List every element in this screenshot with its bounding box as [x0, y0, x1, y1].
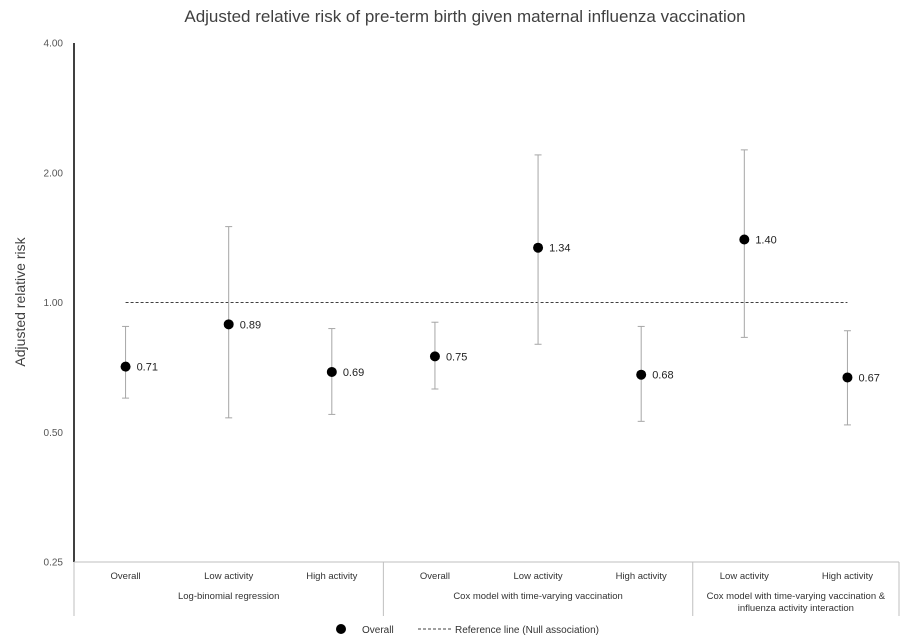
- y-tick-label: 4.00: [44, 39, 64, 50]
- plot-area: 0.25 0.50 1.00 2.00 4.00 Log-binomial regress…: [44, 39, 900, 616]
- data-point: [429, 351, 440, 362]
- y-axis-label: Adjusted relative risk: [12, 236, 28, 366]
- legend-label-reference: Reference line (Null association): [455, 625, 599, 636]
- data-label: 0.71: [137, 362, 158, 374]
- x-tick-label: High activity: [822, 571, 873, 582]
- data-label: 0.89: [240, 319, 261, 331]
- data-label: 0.67: [858, 372, 879, 384]
- x-tick-label: Overall: [420, 571, 450, 582]
- data-point: [533, 242, 544, 253]
- x-tick-label: Low activity: [514, 571, 563, 582]
- group-label: Cox model with time-varying vaccination …: [707, 591, 886, 602]
- x-tick-label: Overall: [111, 571, 141, 582]
- y-tick-label: 1.00: [44, 298, 64, 309]
- data-point: [120, 361, 131, 372]
- x-tick-label: High activity: [616, 571, 667, 582]
- data-label: 0.75: [446, 351, 467, 363]
- data-label: 1.34: [549, 243, 570, 255]
- legend-label-overall: Overall: [362, 625, 394, 636]
- data-label: 1.40: [755, 235, 776, 247]
- y-tick-label: 0.25: [44, 558, 64, 569]
- data-label: 0.69: [343, 367, 364, 379]
- data-point: [636, 369, 647, 380]
- data-point: [223, 319, 234, 330]
- legend-marker-overall: [336, 624, 346, 634]
- y-tick-label: 0.50: [44, 428, 64, 439]
- data-label: 0.68: [652, 370, 673, 382]
- x-tick-label: Low activity: [204, 571, 253, 582]
- chart-title: Adjusted relative risk of pre-term birth…: [184, 7, 745, 26]
- legend: Overall Reference line (Null association): [336, 624, 599, 636]
- x-tick-label: High activity: [306, 571, 357, 582]
- group-label: influenza activity interaction: [738, 603, 854, 614]
- x-tick-label: Low activity: [720, 571, 769, 582]
- group-label: Log-binomial regression: [178, 591, 279, 602]
- data-point: [326, 366, 337, 377]
- y-tick-label: 2.00: [44, 168, 64, 179]
- data-point: [842, 372, 853, 383]
- data-point: [739, 234, 750, 245]
- group-label: Cox model with time-varying vaccination: [453, 591, 622, 602]
